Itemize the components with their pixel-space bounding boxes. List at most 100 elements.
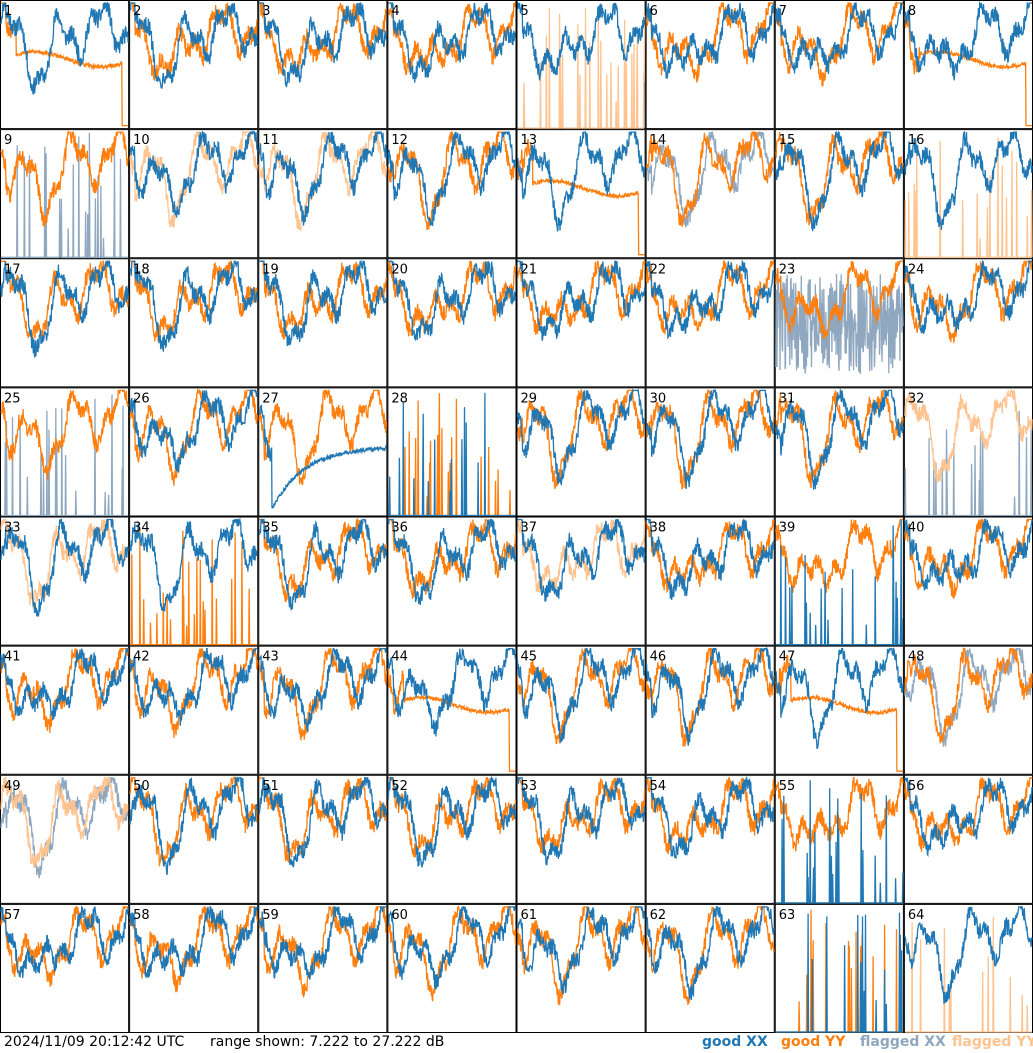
series-yy-good-4	[387, 2, 516, 76]
panel-13: 13	[516, 129, 646, 259]
panel-12: 12	[387, 129, 517, 259]
series-yy-good-43	[258, 647, 388, 742]
panel-label: 60	[391, 908, 408, 923]
panel-39: 39	[774, 516, 904, 646]
panel-label: 23	[779, 262, 796, 277]
panel-label: 37	[521, 521, 538, 536]
panel-20: 20	[387, 258, 517, 388]
panel-label: 49	[4, 779, 21, 794]
panel-label: 10	[133, 133, 150, 148]
panel-43: 43	[258, 645, 388, 775]
panel-29: 29	[516, 387, 646, 517]
series-xx-good-4	[388, 2, 517, 83]
series-xx-good-57	[0, 905, 129, 978]
panel-23: 23	[774, 258, 904, 388]
series-xx-good-22	[645, 259, 775, 340]
series-yy-good-59	[258, 905, 388, 998]
panel-6: 6	[645, 0, 775, 130]
series-xx-good-3	[259, 2, 388, 88]
series-xx-good-17	[0, 260, 129, 358]
panel-label: 5	[521, 4, 529, 19]
panel-label: 38	[650, 521, 667, 536]
panel-48: 48	[903, 645, 1033, 775]
panel-label: 8	[908, 4, 916, 19]
panel-label: 25	[4, 391, 21, 406]
series-xx-good-52	[387, 775, 517, 868]
panel-label: 26	[133, 391, 150, 406]
series-xx-good-40	[904, 518, 1033, 591]
range-text: range shown: 7.222 to 27.222 dB	[210, 1034, 445, 1050]
series-xx-good-55	[775, 780, 904, 904]
series-yy-good-15	[775, 130, 904, 226]
series-yy-flagged-16	[904, 137, 1033, 258]
panel-frame	[0, 0, 130, 130]
series-xx-good-35	[258, 518, 388, 611]
panel-59: 59	[258, 903, 388, 1033]
panel-55: 55	[774, 774, 904, 904]
panel-27: 27	[258, 387, 388, 517]
series-xx-good-21	[517, 260, 646, 341]
panel-61: 61	[516, 903, 646, 1033]
panel-24: 24	[903, 258, 1033, 388]
panel-label: 30	[650, 391, 667, 406]
series-xx-good-13	[516, 131, 646, 232]
panel-label: 29	[521, 391, 538, 406]
panel-36: 36	[387, 516, 517, 646]
series-xx-good-45	[516, 647, 645, 744]
series-xx-good-1	[0, 1, 129, 95]
panel-31: 31	[774, 387, 904, 517]
panel-7: 7	[774, 0, 904, 130]
panel-52: 52	[387, 774, 517, 904]
series-xx-good-37	[517, 518, 646, 602]
panel-21: 21	[516, 258, 646, 388]
footer-bar: 2024/11/09 20:12:42 UTC range shown: 7.2…	[0, 1033, 1033, 1053]
series-xx-good-28	[388, 392, 516, 517]
panel-label: 51	[262, 779, 279, 794]
series-yy-good-31	[775, 389, 904, 489]
series-xx-good-60	[387, 906, 516, 990]
panel-2: 2	[129, 0, 259, 130]
legend-good-xx: good XX	[702, 1034, 768, 1050]
panel-frame	[387, 774, 517, 904]
series-xx-good-50	[129, 776, 258, 876]
panel-label: 6	[650, 4, 658, 19]
panel-46: 46	[645, 645, 775, 775]
series-yy-good-52	[388, 777, 517, 858]
series-xx-good-42	[129, 647, 258, 726]
panel-label: 4	[391, 4, 399, 19]
panel-label: 46	[650, 650, 667, 665]
panel-label: 41	[4, 650, 21, 665]
panel-label: 13	[521, 133, 538, 148]
series-xx-good-29	[516, 388, 646, 486]
panel-frame	[387, 258, 517, 388]
series-yy-good-22	[645, 260, 775, 336]
timestamp: 2024/11/09 20:12:42 UTC	[4, 1034, 185, 1050]
panel-label: 56	[908, 779, 925, 794]
series-xx-good-44	[387, 647, 517, 737]
series-yy-good-23	[775, 260, 903, 340]
series-xx-good-36	[387, 518, 517, 606]
series-xx-good-61	[516, 906, 646, 995]
series-yy-good-9	[0, 129, 129, 228]
series-xx-good-62	[645, 906, 775, 1001]
series-yy-good-45	[516, 647, 646, 745]
series-xx-good-24	[904, 259, 1032, 334]
panel-label: 2	[133, 4, 141, 19]
series-xx-good-54	[646, 775, 775, 860]
panel-18: 18	[129, 258, 259, 388]
panel-label: 31	[779, 391, 796, 406]
panel-label: 54	[650, 779, 667, 794]
panel-15: 15	[774, 129, 904, 259]
series-yy-flagged-32	[904, 389, 1033, 483]
panel-label: 3	[262, 4, 270, 19]
panel-3: 3	[258, 0, 388, 130]
panel-frame	[645, 0, 775, 130]
panel-label: 53	[521, 779, 538, 794]
series-yy-good-14	[645, 131, 775, 227]
panel-10: 10	[129, 129, 259, 259]
series-xx-good-31	[775, 387, 904, 490]
panel-label: 50	[133, 779, 150, 794]
series-xx-good-34	[129, 517, 258, 612]
series-yy-good-60	[387, 904, 517, 1002]
